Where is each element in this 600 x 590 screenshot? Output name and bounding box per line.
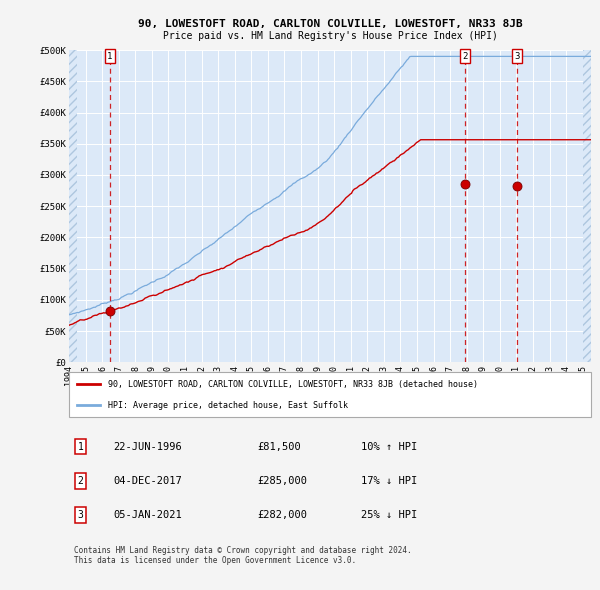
Text: Price paid vs. HM Land Registry's House Price Index (HPI): Price paid vs. HM Land Registry's House … <box>163 31 497 41</box>
Text: 2: 2 <box>77 476 83 486</box>
Text: Contains HM Land Registry data © Crown copyright and database right 2024.
This d: Contains HM Land Registry data © Crown c… <box>74 546 412 565</box>
Text: 90, LOWESTOFT ROAD, CARLTON COLVILLE, LOWESTOFT, NR33 8JB: 90, LOWESTOFT ROAD, CARLTON COLVILLE, LO… <box>137 19 523 29</box>
Text: 04-DEC-2017: 04-DEC-2017 <box>113 476 182 486</box>
Text: £285,000: £285,000 <box>257 476 307 486</box>
Text: 17% ↓ HPI: 17% ↓ HPI <box>361 476 418 486</box>
Text: 3: 3 <box>514 52 520 61</box>
Text: £81,500: £81,500 <box>257 442 301 451</box>
Text: 10% ↑ HPI: 10% ↑ HPI <box>361 442 418 451</box>
Bar <box>69 50 77 362</box>
Text: HPI: Average price, detached house, East Suffolk: HPI: Average price, detached house, East… <box>108 401 348 409</box>
Text: 1: 1 <box>77 442 83 451</box>
Text: 90, LOWESTOFT ROAD, CARLTON COLVILLE, LOWESTOFT, NR33 8JB (detached house): 90, LOWESTOFT ROAD, CARLTON COLVILLE, LO… <box>108 380 478 389</box>
FancyBboxPatch shape <box>69 372 591 417</box>
Text: 2: 2 <box>463 52 468 61</box>
Text: 1: 1 <box>107 52 113 61</box>
Text: 05-JAN-2021: 05-JAN-2021 <box>113 510 182 520</box>
Text: £282,000: £282,000 <box>257 510 307 520</box>
Text: 22-JUN-1996: 22-JUN-1996 <box>113 442 182 451</box>
Bar <box>583 50 591 362</box>
Text: 25% ↓ HPI: 25% ↓ HPI <box>361 510 418 520</box>
Text: 3: 3 <box>77 510 83 520</box>
